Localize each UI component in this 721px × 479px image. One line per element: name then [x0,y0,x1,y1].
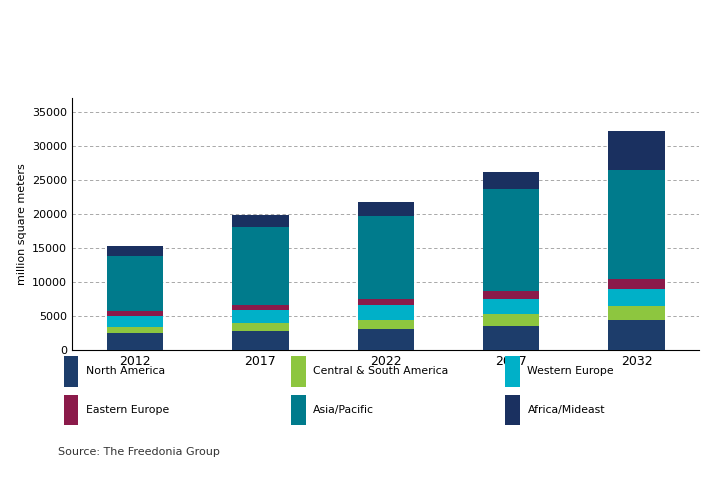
Bar [107,316,163,327]
FancyBboxPatch shape [505,395,520,425]
Bar [358,202,414,216]
Text: (million square meters): (million square meters) [9,77,164,90]
Text: North America: North America [87,366,165,376]
Y-axis label: million square meters: million square meters [17,163,27,285]
Bar [483,326,539,350]
Bar [107,246,163,256]
Text: Freedonia: Freedonia [570,114,631,124]
Bar [358,299,414,306]
FancyBboxPatch shape [505,356,520,387]
Bar [107,256,163,311]
Bar [609,279,665,288]
Text: 2012, 2017, 2022, 2027, & 2032: 2012, 2017, 2022, 2027, & 2032 [9,54,221,67]
Bar [483,291,539,299]
Bar [107,311,163,316]
Text: Group: Group [570,132,597,141]
Bar [609,306,665,320]
FancyBboxPatch shape [64,356,79,387]
Bar [232,323,288,331]
Bar [483,299,539,314]
Bar [107,333,163,350]
Bar [358,320,414,329]
Bar [483,189,539,291]
Text: Central & South America: Central & South America [314,366,448,376]
Bar [483,171,539,189]
Text: Global Flooring Demand by Region,: Global Flooring Demand by Region, [9,33,243,46]
Bar [483,314,539,326]
Bar [232,305,288,310]
Bar [107,327,163,333]
Bar [609,288,665,306]
FancyBboxPatch shape [64,395,79,425]
Bar [609,170,665,279]
Text: Western Europe: Western Europe [528,366,614,376]
FancyBboxPatch shape [291,356,306,387]
Bar [609,320,665,350]
Bar [358,329,414,350]
Bar [609,131,665,170]
FancyBboxPatch shape [291,395,306,425]
Text: Asia/Pacific: Asia/Pacific [314,405,374,415]
Bar [232,227,288,305]
Text: Figure 3-3.: Figure 3-3. [9,11,81,24]
Text: Eastern Europe: Eastern Europe [87,405,169,415]
Text: Africa/Mideast: Africa/Mideast [528,405,605,415]
Bar [232,331,288,350]
Bar [358,306,414,320]
Bar [358,216,414,299]
Bar [232,310,288,323]
Bar [232,215,288,227]
Text: Source: The Freedonia Group: Source: The Freedonia Group [58,447,220,457]
